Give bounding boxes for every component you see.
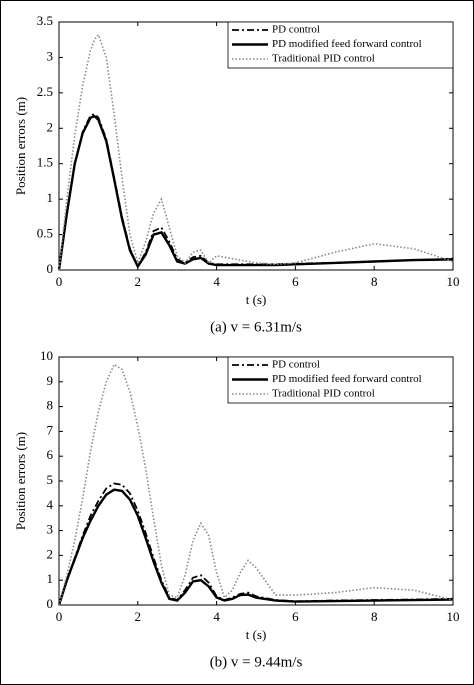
y-tick-label: 8 <box>47 398 54 413</box>
y-tick-label: 1 <box>47 571 54 586</box>
x-tick-label: 8 <box>371 274 378 289</box>
caption: (a) v = 6.31m/s <box>210 319 302 335</box>
y-tick-label: 1 <box>47 190 54 205</box>
y-tick-label: 3 <box>47 522 54 537</box>
y-tick-label: 0.5 <box>37 226 53 241</box>
series-line <box>57 114 454 271</box>
x-tick-label: 10 <box>447 274 460 289</box>
y-tick-label: 2 <box>47 119 54 134</box>
legend-label: Traditional PID control <box>272 388 375 400</box>
series-line <box>58 363 454 606</box>
y-tick-label: 0 <box>47 596 54 611</box>
series-line <box>58 33 454 271</box>
x-tick-label: 6 <box>292 274 299 289</box>
legend-label: Traditional PID control <box>272 53 375 65</box>
y-tick-label: 7 <box>47 422 54 437</box>
y-tick-label: 3 <box>47 48 54 63</box>
y-axis-label: Position errors (m) <box>13 97 28 195</box>
x-tick-label: 4 <box>213 609 220 624</box>
y-tick-label: 2.5 <box>37 84 53 99</box>
series-line <box>57 488 454 606</box>
y-tick-label: 6 <box>47 447 54 462</box>
y-tick-label: 10 <box>40 348 53 363</box>
caption: (b) v = 9.44m/s <box>210 654 303 670</box>
x-tick-label: 2 <box>135 609 142 624</box>
y-tick-label: 4 <box>47 497 54 512</box>
y-tick-label: 1.5 <box>37 155 53 170</box>
x-tick-label: 0 <box>56 274 63 289</box>
x-tick-label: 10 <box>447 609 460 624</box>
x-axis-label: t (s) <box>246 627 267 642</box>
x-tick-label: 0 <box>56 609 63 624</box>
y-tick-label: 0 <box>47 261 54 276</box>
y-tick-label: 9 <box>47 373 54 388</box>
x-tick-label: 4 <box>213 274 220 289</box>
y-tick-label: 2 <box>47 546 54 561</box>
y-tick-label: 5 <box>47 472 54 487</box>
x-tick-label: 6 <box>292 609 299 624</box>
legend-label: PD modified feed forward control <box>272 38 422 50</box>
legend-label: PD modified feed forward control <box>272 373 422 385</box>
x-tick-label: 8 <box>371 609 378 624</box>
y-axis-label: Position errors (m) <box>13 432 28 530</box>
y-tick-label: 3.5 <box>37 13 53 28</box>
legend-label: PD control <box>272 24 320 36</box>
legend-label: PD control <box>272 359 320 371</box>
x-axis-label: t (s) <box>246 292 267 307</box>
x-tick-label: 2 <box>135 274 142 289</box>
